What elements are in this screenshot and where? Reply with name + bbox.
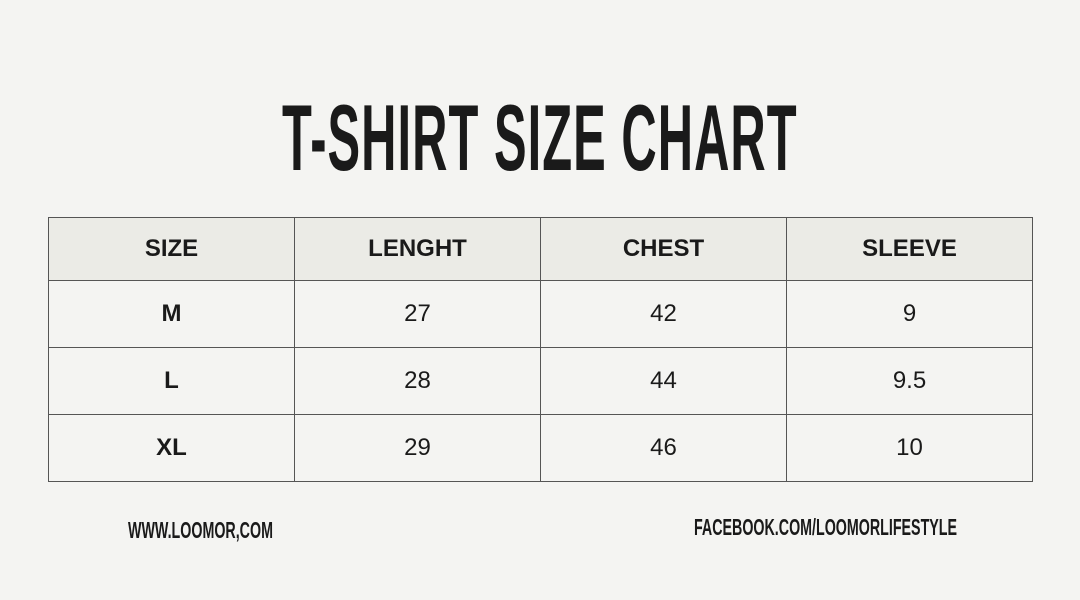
- cell-sleeve: 10: [786, 414, 1033, 482]
- cell-sleeve: 9: [786, 280, 1033, 348]
- cell-size: M: [48, 280, 295, 348]
- website-text: WWW.LOOMOR,COM: [128, 517, 273, 543]
- header-size: SIZE: [48, 217, 295, 281]
- cell-chest: 46: [540, 414, 787, 482]
- cell-chest: 44: [540, 347, 787, 415]
- cell-length: 29: [294, 414, 541, 482]
- cell-length: 27: [294, 280, 541, 348]
- cell-length: 28: [294, 347, 541, 415]
- cell-size: XL: [48, 414, 295, 482]
- table-header-row: SIZE LENGHT CHEST SLEEVE: [48, 217, 1033, 281]
- table-row: M 27 42 9: [48, 280, 1033, 348]
- header-length: LENGHT: [294, 217, 541, 281]
- header-chest: CHEST: [540, 217, 787, 281]
- table-row: L 28 44 9.5: [48, 347, 1033, 415]
- page-title: T-SHIRT SIZE CHART: [0, 88, 1080, 188]
- size-chart-table: SIZE LENGHT CHEST SLEEVE M 27 42 9 L 28 …: [48, 217, 1033, 482]
- facebook-text: FACEBOOK.COM/LOOMORLIFESTYLE: [694, 514, 958, 540]
- cell-sleeve: 9.5: [786, 347, 1033, 415]
- cell-size: L: [48, 347, 295, 415]
- title-text: T-SHIRT SIZE CHART: [282, 85, 798, 190]
- header-sleeve: SLEEVE: [786, 217, 1033, 281]
- cell-chest: 42: [540, 280, 787, 348]
- table-row: XL 29 46 10: [48, 414, 1033, 482]
